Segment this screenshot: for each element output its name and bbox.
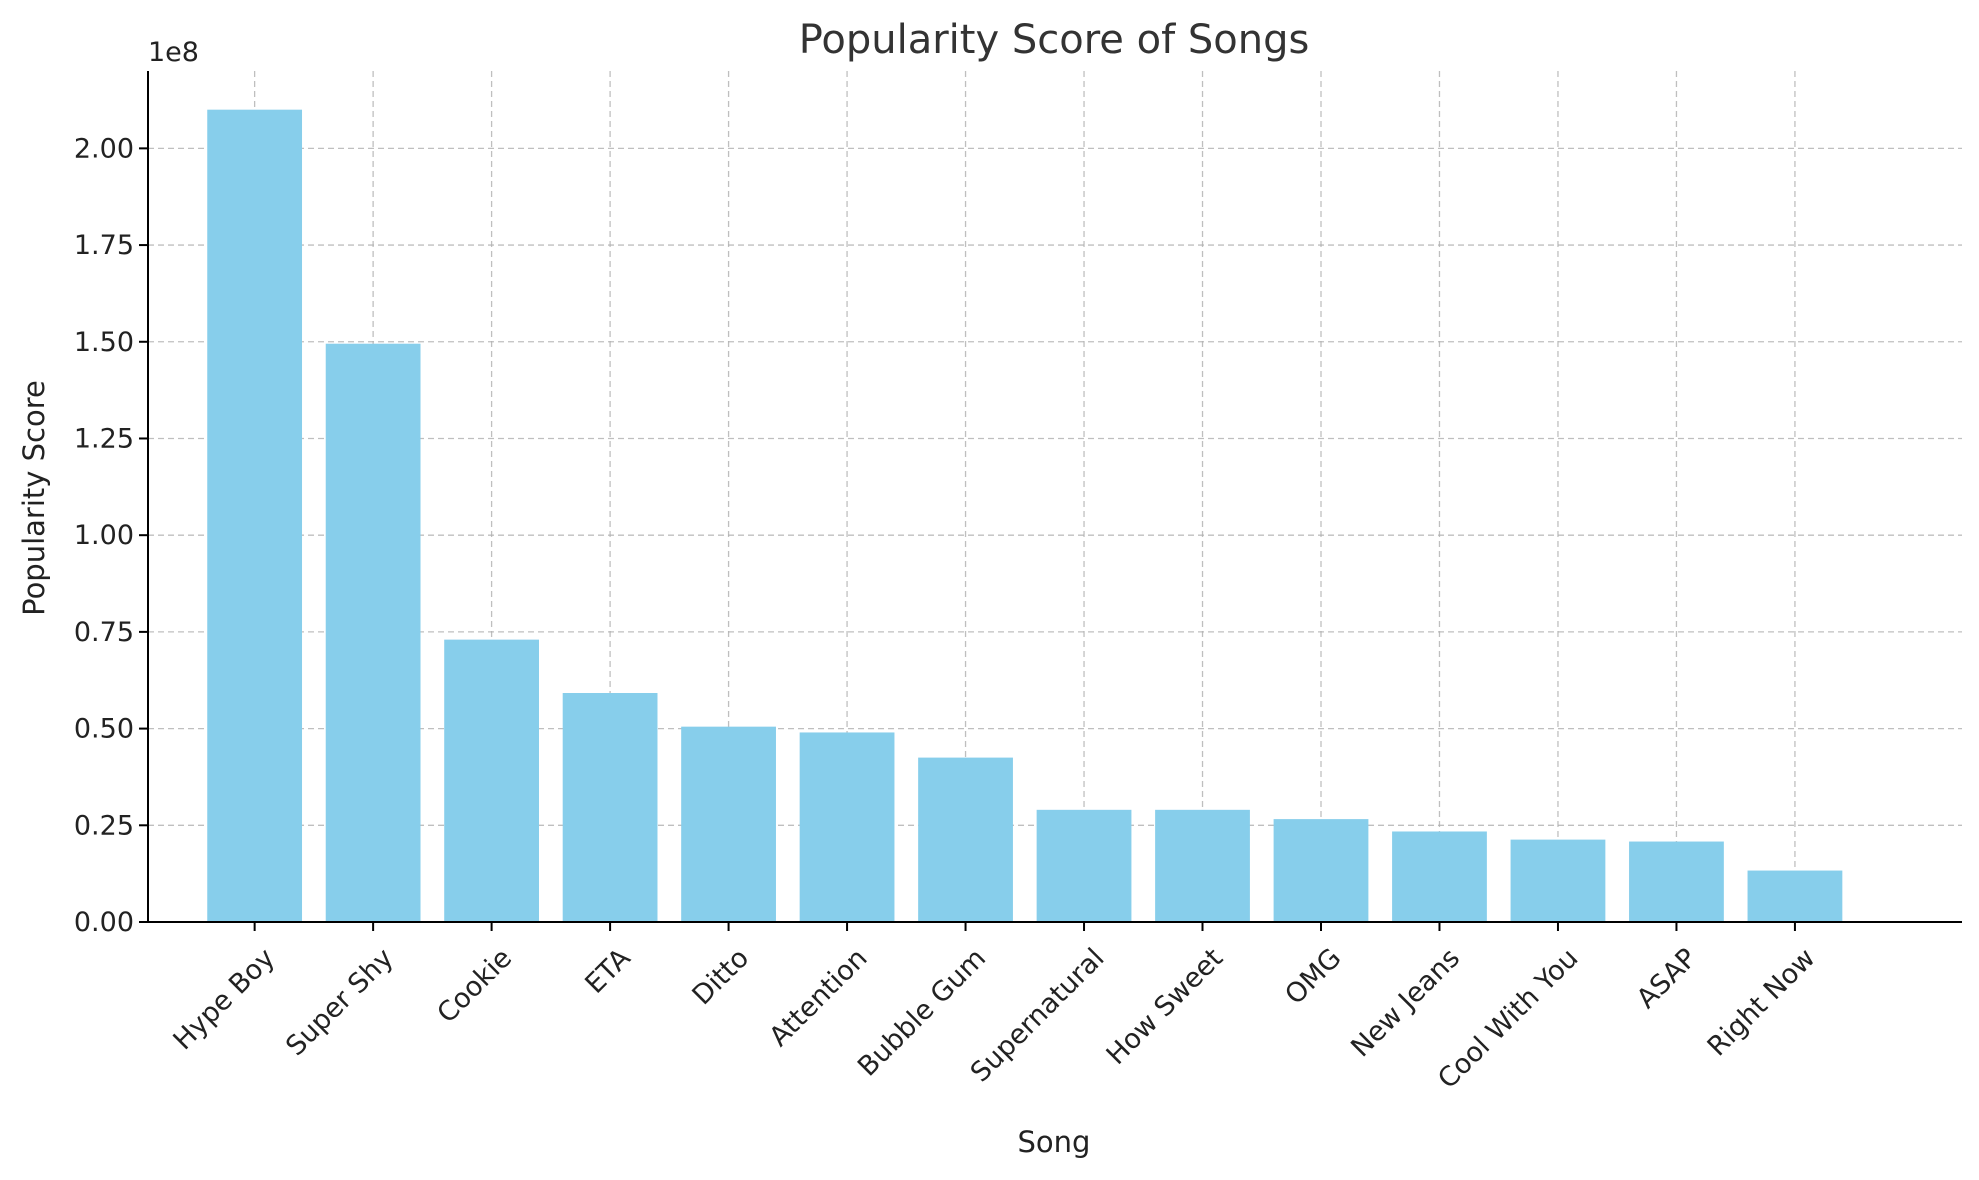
y-tick-label: 1.25 bbox=[74, 423, 134, 454]
grid-layer bbox=[148, 71, 1962, 923]
x-tick-label: ETA bbox=[579, 942, 637, 1000]
y-tick-label: 2.00 bbox=[74, 133, 134, 164]
bar bbox=[799, 732, 895, 922]
y-axis-offset-text: 1e8 bbox=[148, 37, 199, 68]
x-axis-label: Song bbox=[1018, 1125, 1091, 1159]
x-tick-label: OMG bbox=[1279, 943, 1347, 1011]
bar bbox=[1392, 831, 1487, 922]
x-tick-label: ASAP bbox=[1631, 943, 1703, 1015]
x-tick-label: Ditto bbox=[687, 943, 756, 1012]
x-tick-label: Right Now bbox=[1702, 943, 1822, 1063]
bar bbox=[1747, 870, 1843, 922]
y-axis-label: Popularity Score bbox=[17, 380, 51, 616]
y-tick-label: 1.50 bbox=[74, 327, 134, 358]
x-tick-label: Attention bbox=[764, 943, 874, 1053]
y-tick-label: 1.00 bbox=[74, 520, 134, 551]
axes-layer bbox=[147, 71, 1962, 923]
y-tick-label: 0.25 bbox=[74, 810, 134, 841]
x-tick-label: Super Shy bbox=[280, 943, 399, 1062]
x-tick-label: New Jeans bbox=[1345, 943, 1466, 1064]
bar bbox=[325, 343, 421, 923]
x-tick-label: How Sweet bbox=[1101, 943, 1229, 1071]
x-tick-label: Hype Boy bbox=[168, 943, 282, 1057]
bar bbox=[681, 726, 776, 922]
bar bbox=[1510, 839, 1606, 922]
bars-layer bbox=[207, 109, 1843, 923]
bar bbox=[562, 693, 658, 922]
y-tick-label: 1.75 bbox=[74, 230, 134, 261]
bar bbox=[1155, 809, 1250, 922]
bar bbox=[1629, 841, 1724, 922]
bar bbox=[444, 639, 539, 922]
x-tick-label: Cookie bbox=[431, 943, 518, 1030]
y-tick-label: 0.00 bbox=[74, 907, 134, 938]
y-tick-label: 0.50 bbox=[74, 714, 134, 745]
bar bbox=[918, 757, 1013, 922]
bar bbox=[1036, 809, 1132, 922]
y-tick-label: 0.75 bbox=[74, 617, 134, 648]
chart-title: Popularity Score of Songs bbox=[799, 17, 1310, 63]
bar bbox=[207, 109, 303, 922]
bar bbox=[1273, 819, 1369, 922]
